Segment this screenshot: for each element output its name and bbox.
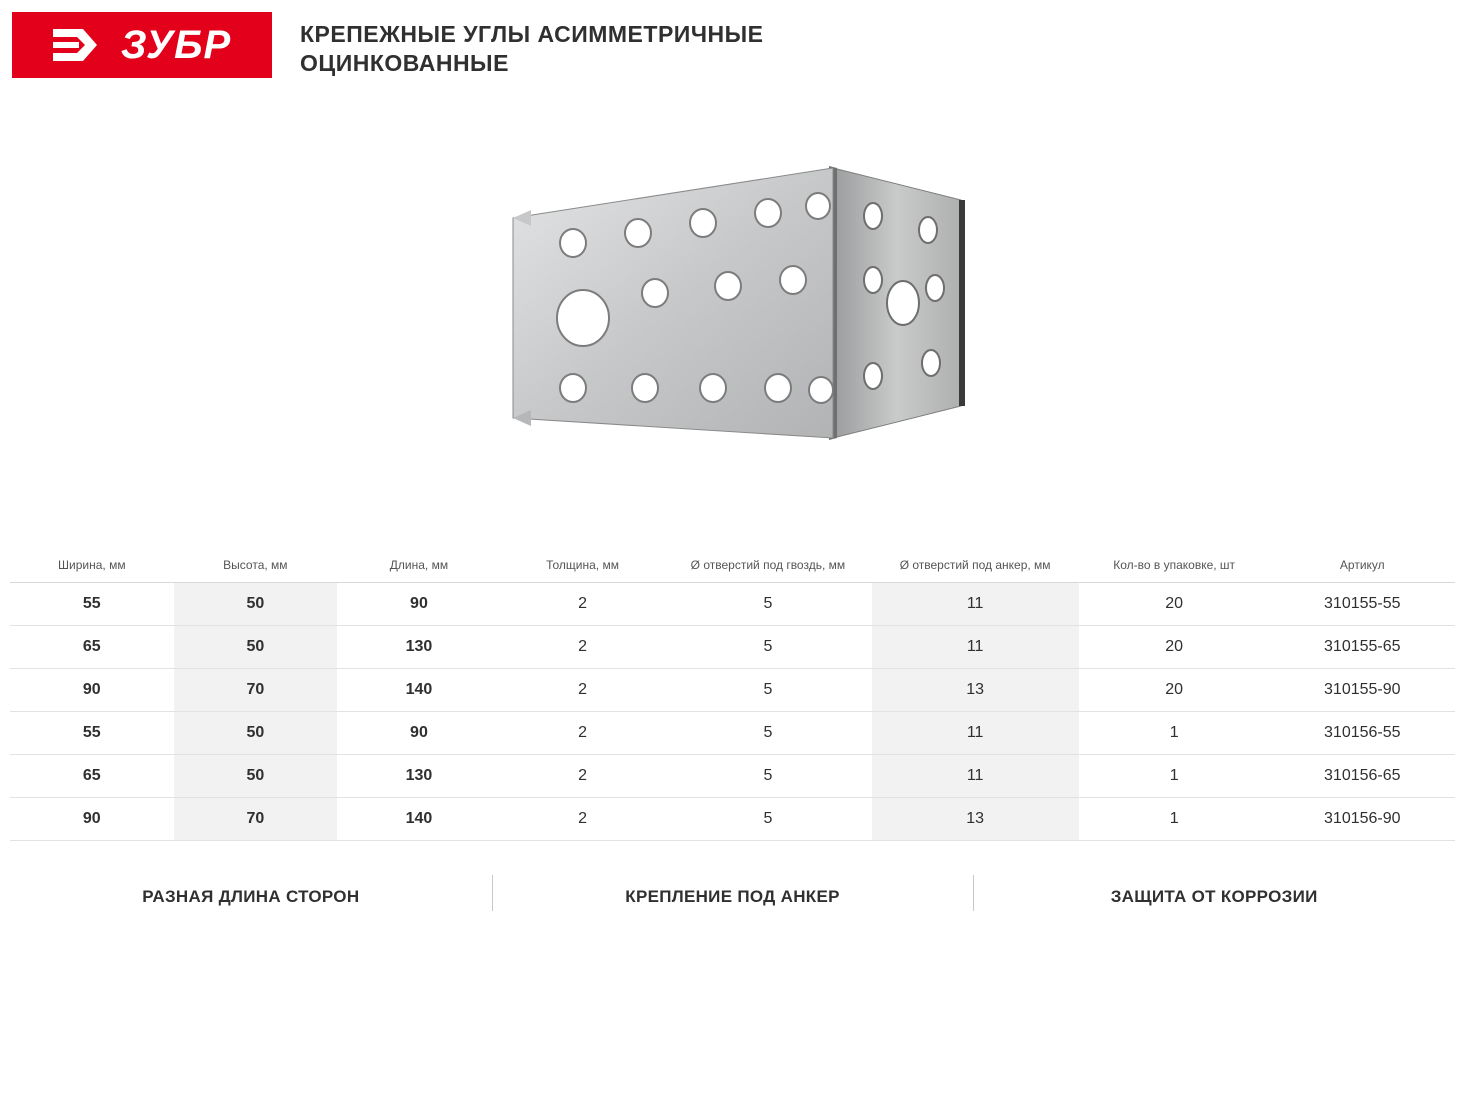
table-cell: 90 <box>10 669 174 712</box>
table-cell: 11 <box>872 583 1079 626</box>
table-cell: 2 <box>501 669 665 712</box>
table-cell: 70 <box>174 798 338 841</box>
table-cell: 11 <box>872 626 1079 669</box>
table-cell: 310155-90 <box>1270 669 1455 712</box>
table-cell: 2 <box>501 626 665 669</box>
table-cell: 11 <box>872 755 1079 798</box>
table-cell: 5 <box>664 669 871 712</box>
product-illustration <box>0 78 1465 548</box>
table-row: 907014025131310156-90 <box>10 798 1455 841</box>
table-cell: 310156-55 <box>1270 712 1455 755</box>
table-cell: 310156-65 <box>1270 755 1455 798</box>
feature-3: ЗАЩИТА ОТ КОРРОЗИИ <box>973 871 1455 915</box>
table-row: 55509025111310156-55 <box>10 712 1455 755</box>
brand-name: ЗУБР <box>121 23 231 68</box>
table-header-cell: Ø отверстий под анкер, мм <box>872 548 1079 583</box>
table-cell: 2 <box>501 755 665 798</box>
table-cell: 50 <box>174 712 338 755</box>
table-row: 6550130251120310155-65 <box>10 626 1455 669</box>
table-cell: 55 <box>10 712 174 755</box>
table-header-cell: Ø отверстий под гвоздь, мм <box>664 548 871 583</box>
table-cell: 50 <box>174 583 338 626</box>
table-cell: 13 <box>872 669 1079 712</box>
table-cell: 90 <box>337 712 501 755</box>
table-header-cell: Высота, мм <box>174 548 338 583</box>
page-title: КРЕПЕЖНЫЕ УГЛЫ АСИММЕТРИЧНЫЕ ОЦИНКОВАННЫ… <box>300 12 763 78</box>
table-cell: 130 <box>337 626 501 669</box>
table-cell: 5 <box>664 626 871 669</box>
table-row: 9070140251320310155-90 <box>10 669 1455 712</box>
table-cell: 65 <box>10 626 174 669</box>
title-line-1: КРЕПЕЖНЫЕ УГЛЫ АСИММЕТРИЧНЫЕ <box>300 20 763 49</box>
table-row: 655013025111310156-65 <box>10 755 1455 798</box>
table-header-cell: Артикул <box>1270 548 1455 583</box>
table-cell: 5 <box>664 583 871 626</box>
table-cell: 20 <box>1079 669 1270 712</box>
table-cell: 310156-90 <box>1270 798 1455 841</box>
table-cell: 50 <box>174 755 338 798</box>
table-cell: 1 <box>1079 712 1270 755</box>
table-cell: 13 <box>872 798 1079 841</box>
features-row: РАЗНАЯ ДЛИНА СТОРОН КРЕПЛЕНИЕ ПОД АНКЕР … <box>10 871 1455 915</box>
table-cell: 90 <box>10 798 174 841</box>
table-cell: 11 <box>872 712 1079 755</box>
table-row: 555090251120310155-55 <box>10 583 1455 626</box>
table-cell: 65 <box>10 755 174 798</box>
feature-1: РАЗНАЯ ДЛИНА СТОРОН <box>10 871 492 915</box>
table-header-cell: Кол-во в упаковке, шт <box>1079 548 1270 583</box>
brand-logo: ЗУБР <box>12 12 272 78</box>
table-cell: 1 <box>1079 798 1270 841</box>
table-cell: 50 <box>174 626 338 669</box>
table-cell: 310155-55 <box>1270 583 1455 626</box>
table-cell: 130 <box>337 755 501 798</box>
table-cell: 20 <box>1079 626 1270 669</box>
table-cell: 55 <box>10 583 174 626</box>
table-cell: 140 <box>337 798 501 841</box>
table-cell: 5 <box>664 712 871 755</box>
table-cell: 2 <box>501 712 665 755</box>
table-cell: 2 <box>501 798 665 841</box>
table-cell: 20 <box>1079 583 1270 626</box>
table-header-row: Ширина, ммВысота, ммДлина, ммТолщина, мм… <box>10 548 1455 583</box>
table-cell: 5 <box>664 798 871 841</box>
table-cell: 70 <box>174 669 338 712</box>
table-header-cell: Ширина, мм <box>10 548 174 583</box>
feature-2: КРЕПЛЕНИЕ ПОД АНКЕР <box>492 871 974 915</box>
table-cell: 310155-65 <box>1270 626 1455 669</box>
brand-arrow-icon <box>53 23 107 67</box>
table-cell: 5 <box>664 755 871 798</box>
table-cell: 90 <box>337 583 501 626</box>
table-cell: 140 <box>337 669 501 712</box>
table-cell: 1 <box>1079 755 1270 798</box>
table-header-cell: Толщина, мм <box>501 548 665 583</box>
table-header-cell: Длина, мм <box>337 548 501 583</box>
spec-table: Ширина, ммВысота, ммДлина, ммТолщина, мм… <box>10 548 1455 841</box>
title-line-2: ОЦИНКОВАННЫЕ <box>300 49 763 78</box>
table-cell: 2 <box>501 583 665 626</box>
header: ЗУБР КРЕПЕЖНЫЕ УГЛЫ АСИММЕТРИЧНЫЕ ОЦИНКО… <box>0 0 1465 78</box>
